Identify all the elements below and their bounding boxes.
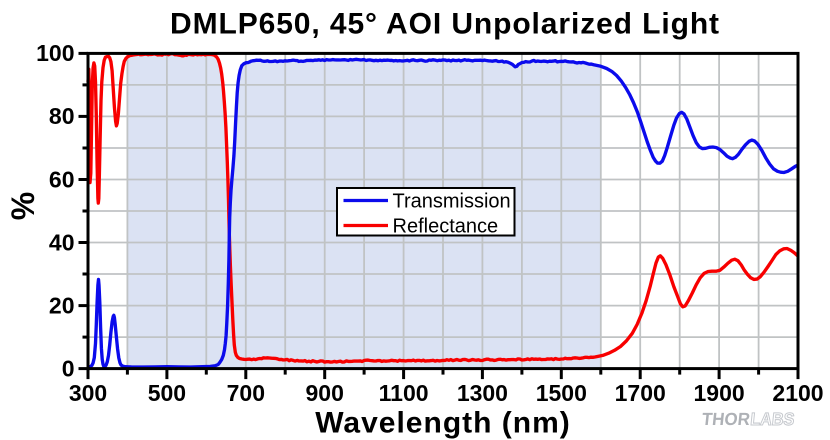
svg-text:2100: 2100	[772, 380, 823, 406]
svg-text:DMLP650, 45° AOI Unpolarized L: DMLP650, 45° AOI Unpolarized Light	[170, 8, 720, 41]
svg-text:Transmission: Transmission	[393, 191, 511, 213]
svg-text:Reflectance: Reflectance	[393, 216, 499, 238]
svg-text:700: 700	[227, 380, 265, 406]
svg-text:1100: 1100	[379, 380, 429, 406]
svg-text:%: %	[5, 192, 41, 220]
svg-text:40: 40	[49, 229, 75, 255]
svg-text:20: 20	[49, 292, 75, 318]
svg-text:900: 900	[306, 380, 344, 406]
svg-text:Wavelength (nm): Wavelength (nm)	[315, 407, 571, 440]
svg-text:1300: 1300	[457, 380, 508, 406]
svg-text:300: 300	[69, 380, 107, 406]
svg-text:100: 100	[36, 40, 74, 66]
svg-text:80: 80	[49, 103, 75, 129]
svg-text:1700: 1700	[615, 380, 666, 406]
svg-text:1500: 1500	[536, 380, 587, 406]
svg-text:500: 500	[148, 380, 186, 406]
svg-text:1900: 1900	[694, 380, 745, 406]
svg-text:0: 0	[62, 355, 75, 381]
svg-text:60: 60	[49, 166, 75, 192]
svg-text:THOR: THOR	[701, 409, 751, 429]
svg-text:LABS: LABS	[749, 409, 795, 429]
